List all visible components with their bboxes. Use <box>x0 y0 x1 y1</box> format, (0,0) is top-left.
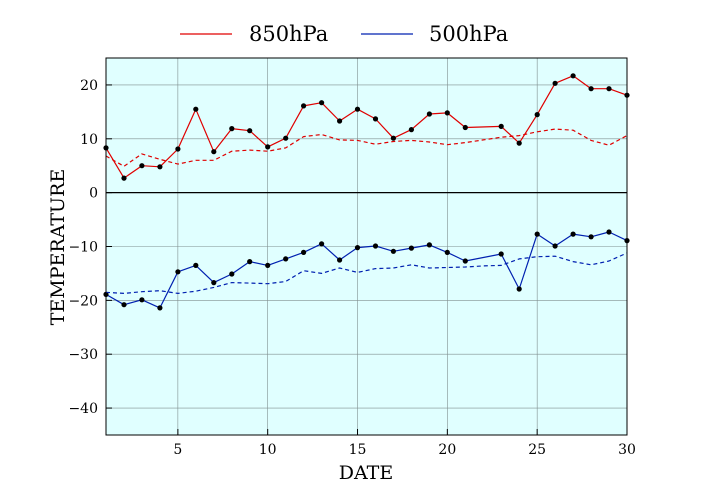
data-point <box>301 103 307 109</box>
y-tick-label: −10 <box>68 240 98 256</box>
x-axis-title: DATE <box>339 462 393 484</box>
data-point <box>337 118 343 124</box>
data-point <box>121 302 127 308</box>
axis-ticks: 5 10 15 20 25 30 20 10 0 −10 −20 −30 −40 <box>68 78 635 458</box>
data-point <box>301 249 307 255</box>
data-point <box>390 135 396 141</box>
data-point <box>319 241 325 247</box>
legend-label-500hpa: 500hPa <box>429 22 508 46</box>
data-point <box>337 257 343 263</box>
data-point <box>606 86 612 92</box>
x-tick-label: 15 <box>349 442 367 458</box>
data-point <box>247 259 253 265</box>
data-point <box>211 149 217 155</box>
data-point <box>444 110 450 116</box>
data-point <box>372 243 379 249</box>
dashed-line-series-3 <box>105 252 628 294</box>
y-tick-label: −20 <box>68 293 98 309</box>
y-tick-label: −30 <box>68 347 98 363</box>
data-point <box>570 73 576 79</box>
data-point <box>193 106 199 112</box>
data-point <box>157 305 163 311</box>
data-point <box>426 242 432 248</box>
x-tick-label: 10 <box>259 442 277 458</box>
data-point <box>534 112 540 118</box>
x-tick-label: 30 <box>618 442 636 458</box>
y-axis-title: TEMPERATURE <box>47 169 69 326</box>
data-point <box>462 258 468 264</box>
data-point <box>354 245 361 251</box>
x-tick-label: 5 <box>173 442 182 458</box>
data-point <box>354 106 361 112</box>
data-point <box>139 163 145 169</box>
data-point <box>193 262 199 268</box>
data-point <box>175 146 181 152</box>
x-tick-label: 25 <box>528 442 546 458</box>
data-point <box>498 251 504 257</box>
data-point <box>139 297 145 303</box>
data-point <box>265 144 271 150</box>
legend-label-850hpa: 850hPa <box>249 22 328 46</box>
data-point <box>534 231 540 237</box>
data-point <box>570 231 576 237</box>
series-group <box>103 73 630 311</box>
data-point <box>319 100 325 106</box>
data-point <box>157 164 163 170</box>
data-point <box>552 243 558 249</box>
data-point <box>588 234 594 240</box>
data-point <box>283 256 289 262</box>
data-point <box>229 271 235 277</box>
data-point <box>516 286 522 292</box>
y-tick-label: 20 <box>80 78 98 94</box>
y-tick-label: 10 <box>80 132 98 148</box>
data-point <box>247 128 253 134</box>
data-point <box>444 249 450 255</box>
data-point <box>121 175 127 181</box>
data-point <box>462 124 468 131</box>
data-point <box>265 262 271 268</box>
data-point <box>211 280 217 286</box>
data-point <box>552 80 558 86</box>
data-point <box>516 140 522 146</box>
data-point <box>498 123 504 129</box>
data-point <box>175 269 181 275</box>
x-tick-label: 20 <box>438 442 456 458</box>
data-point <box>606 229 612 235</box>
data-point <box>408 127 414 133</box>
data-point <box>588 86 594 92</box>
data-point <box>426 111 432 117</box>
y-tick-label: −40 <box>68 401 98 417</box>
y-tick-label: 0 <box>89 186 98 202</box>
data-point <box>229 126 235 132</box>
data-point <box>408 245 414 251</box>
data-point <box>283 135 289 141</box>
legend: 850hPa 500hPa <box>180 22 508 46</box>
dashed-line-series-1 <box>105 128 628 167</box>
data-point <box>390 248 396 254</box>
data-point <box>372 116 379 122</box>
